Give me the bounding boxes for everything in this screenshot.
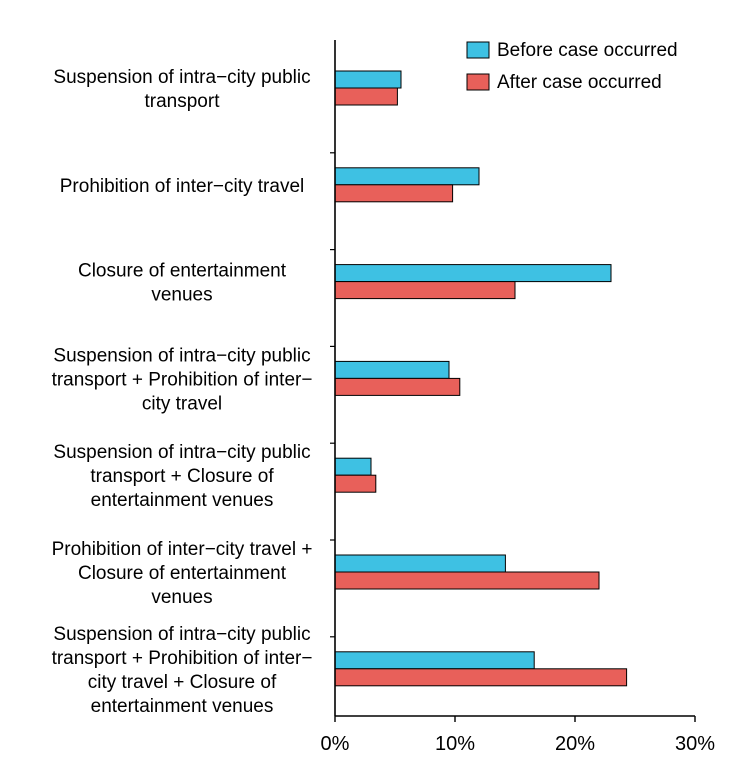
category-label-line: venues: [151, 285, 212, 306]
category-label-line: Prohibition of inter−city travel: [60, 176, 304, 197]
category-label-line: entertainment venues: [91, 696, 274, 717]
x-tick-label-30: 30%: [675, 733, 715, 755]
category-label-line: Closure of entertainment: [78, 261, 287, 282]
category-label-line: Prohibition of inter−city travel +: [52, 539, 313, 560]
category-labels: Suspension of intra−city public transport…: [52, 67, 313, 717]
bar-before-3: [334, 264, 612, 283]
bar-before-6: [334, 554, 506, 573]
bar-after-6: [334, 571, 600, 590]
bar-before-7: [334, 651, 535, 670]
bar-before-5: [334, 457, 372, 476]
category-label-line: Closure of entertainment: [78, 563, 287, 584]
category-label-line: Suspension of intra−city public: [53, 345, 310, 366]
bar-before-2: [334, 167, 480, 186]
bar-after-5: [334, 474, 377, 493]
x-tick-label-10: 10%: [435, 733, 475, 755]
x-tick-label-0: 0%: [321, 733, 350, 755]
category-label-6: Prohibition of inter−city travel + Closur…: [52, 539, 313, 608]
legend-swatch-before: [466, 41, 490, 59]
bars-group: [334, 70, 628, 687]
legend: Before case occurred After case occurred: [466, 40, 678, 93]
category-label-1: Suspension of intra−city public transport: [53, 67, 310, 112]
legend-swatch-after: [466, 73, 490, 91]
category-label-5: Suspension of intra−city public transport…: [53, 442, 310, 511]
category-label-3: Closure of entertainment venues: [78, 261, 287, 306]
category-label-line: city travel + Closure of: [88, 672, 277, 693]
category-label-line: entertainment venues: [91, 490, 274, 511]
category-label-line: transport + Prohibition of inter−: [52, 369, 313, 390]
category-label-2: Prohibition of inter−city travel: [60, 176, 304, 197]
category-label-line: Suspension of intra−city public: [53, 624, 310, 645]
category-label-7: Suspension of intra−city public transport…: [52, 624, 313, 717]
bar-after-1: [334, 87, 398, 106]
bar-before-1: [334, 70, 402, 89]
bar-after-4: [334, 377, 461, 396]
legend-label-before: Before case occurred: [497, 40, 678, 61]
bar-after-3: [334, 281, 516, 300]
bar-after-7: [334, 668, 628, 687]
category-label-line: venues: [151, 587, 212, 608]
category-label-line: Suspension of intra−city public: [53, 442, 310, 463]
category-label-line: transport: [145, 91, 221, 112]
x-ticks: 0% 10% 20% 30%: [321, 152, 715, 755]
category-label-line: city travel: [142, 393, 222, 414]
bar-after-2: [334, 184, 454, 203]
legend-label-after: After case occurred: [497, 72, 662, 93]
category-label-line: transport + Prohibition of inter−: [52, 648, 313, 669]
x-tick-label-20: 20%: [555, 733, 595, 755]
category-label-line: Suspension of intra−city public: [53, 67, 310, 88]
category-label-line: transport + Closure of: [90, 466, 274, 487]
bar-before-4: [334, 360, 450, 379]
category-label-4: Suspension of intra−city public transport…: [52, 345, 313, 414]
